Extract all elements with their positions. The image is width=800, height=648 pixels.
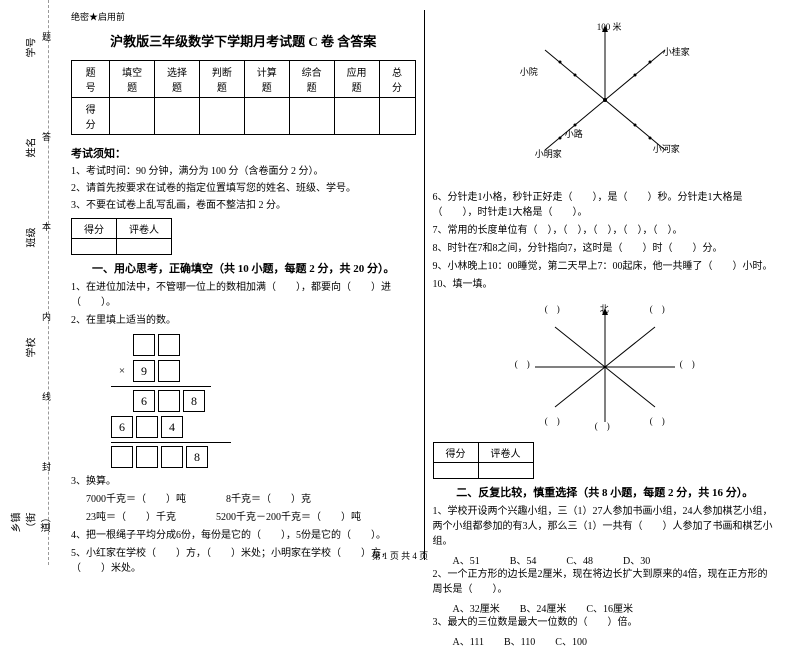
th-num: 题 号	[72, 61, 110, 98]
s2q3-opts: A、111 B、110 C、100	[433, 633, 778, 648]
notice-heading: 考试须知：	[71, 145, 416, 161]
mark-xian: 线	[42, 390, 51, 403]
s2q1: 1、学校开设两个兴趣小组，三（1）27人参加书画小组，24人参加棋艺小组，两个小…	[433, 504, 778, 549]
mark-ben: 本	[42, 220, 51, 233]
s2q2: 2、一个正方形的边长是2厘米，现在将边长扩大到原来的4倍，现在正方形的周长是（ …	[433, 567, 778, 597]
q3b: 23吨＝（ ）千克 5200千克－200千克＝（ ）吨	[71, 510, 416, 525]
th-1: 填空题	[110, 61, 155, 98]
gutter-xuehao: 学号	[23, 38, 38, 58]
th-6: 应用题	[334, 61, 379, 98]
fold-line	[48, 0, 49, 565]
secret-label: 绝密★启用前	[71, 10, 416, 23]
notice-2: 2、请首先按要求在试卷的指定位置填写您的姓名、班级、学号。	[71, 182, 416, 196]
th-5: 综合题	[289, 61, 334, 98]
section-2-heading: 二、反复比较，慎重选择（共 8 小题，每题 2 分，共 16 分）。	[433, 484, 778, 500]
th-4: 计算题	[244, 61, 289, 98]
q3a: 7000千克＝（ ）吨 8千克＝（ ）克	[71, 492, 416, 507]
score-table: 题 号 填空题 选择题 判断题 计算题 综合题 应用题 总分 得 分	[71, 60, 416, 135]
gutter-banji: 班级	[23, 228, 38, 248]
th-3: 判断题	[199, 61, 244, 98]
page-footer: 第 1 页 共 4 页	[0, 549, 800, 562]
score-label: 得 分	[72, 98, 110, 135]
q9: 9、小林晚上10：00睡觉，第二天早上7：00起床，他一共睡了（ ）小时。	[433, 259, 778, 274]
q10: 10、填一填。	[433, 277, 778, 292]
q1: 1、在进位加法中，不管哪一位上的数相加满（ ），都要向（ ）进（ ）。	[71, 280, 416, 310]
exam-title: 沪教版三年级数学下学期月考试题 C 卷 含答案	[71, 31, 416, 50]
th-7: 总分	[379, 61, 415, 98]
q4: 4、把一根绳子平均分成6份，每份是它的（ ），5份是它的（ ）。	[71, 528, 416, 543]
mark-ti: 题	[42, 30, 51, 43]
q6: 6、分针走1小格，秒针正好走（ ），是（ ）秒。分针走1大格是（ ），时针走1大…	[433, 190, 778, 220]
q7: 7、常用的长度单位有（ ），（ ），（ ），（ ），（ ）。	[433, 223, 778, 238]
notice-1: 1、考试时间：90 分钟，满分为 100 分（含卷面分 2 分）。	[71, 165, 416, 179]
eval-table-1: 得分评卷人	[71, 218, 172, 255]
compass-diagram-1: 100 米 小桂家 小院 小路 小明家 小河家	[515, 20, 695, 180]
q8: 8、时针在7和8之间，分针指向7，这时是（ ）时（ ）分。	[433, 241, 778, 256]
right-column: 100 米 小桂家 小院 小路 小明家 小河家 6、分针走1小格，秒针正好走（ …	[425, 10, 786, 560]
gutter-xingming: 姓名	[23, 138, 38, 158]
eval-score: 得分	[72, 219, 117, 239]
mark-nei: 内	[42, 310, 51, 323]
compass-diagram-2: ( ) 北 ( ) ( ) ( ) ( ) ( ) ( )	[515, 302, 695, 432]
multiplication-boxes: ×9 68 64 8	[111, 334, 416, 468]
gutter-xuexiao: 学校	[23, 338, 38, 358]
s2q3: 3、最大的三位数是最大一位数的（ ）倍。	[433, 615, 778, 630]
gutter-xiangzhen: 乡镇（街道）	[8, 508, 53, 533]
notice-3: 3、不要在试卷上乱写乱画，卷面不整洁扣 2 分。	[71, 199, 416, 213]
th-2: 选择题	[155, 61, 200, 98]
main-content: 绝密★启用前 沪教版三年级数学下学期月考试题 C 卷 含答案 题 号 填空题 选…	[55, 0, 800, 565]
q3: 3、换算。	[71, 474, 416, 489]
section-1-heading: 一、用心思考，正确填空（共 10 小题，每题 2 分，共 20 分）。	[71, 260, 416, 276]
eval-grader: 评卷人	[117, 219, 172, 239]
q2: 2、在里填上适当的数。	[71, 313, 416, 328]
mark-feng: 封	[42, 460, 51, 473]
left-column: 绝密★启用前 沪教版三年级数学下学期月考试题 C 卷 含答案 题 号 填空题 选…	[63, 10, 425, 560]
binding-gutter: 学号 题 姓名 答 班级 本 内 学校 线 封 乡镇（街道）	[0, 0, 55, 565]
mark-da: 答	[42, 130, 51, 143]
s2q2-opts: A、32厘米 B、24厘米 C、16厘米	[433, 600, 778, 615]
eval-table-2: 得分评卷人	[433, 442, 534, 479]
